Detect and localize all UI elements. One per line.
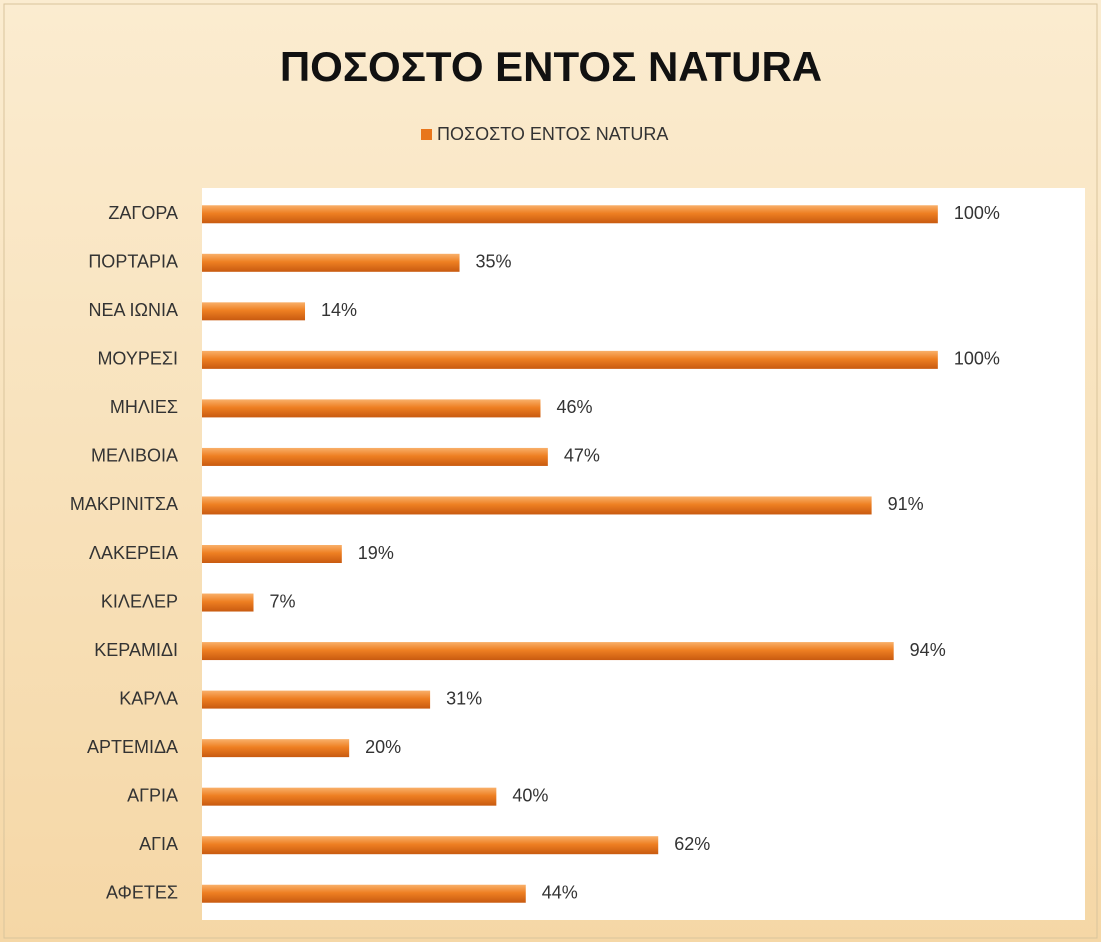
y-tick-label: ΚΕΡΑΜΙΔΙ [94, 640, 178, 660]
data-label: 100% [954, 349, 1000, 369]
chart-border [3, 3, 1098, 939]
y-tick-label: ΜΕΛΙΒΟΙΑ [91, 446, 178, 466]
bar [202, 253, 460, 272]
y-tick-label: ΑΓΡΙΑ [127, 785, 178, 805]
data-label: 62% [674, 834, 710, 854]
bar [202, 350, 938, 369]
data-label: 40% [512, 785, 548, 805]
bar [202, 496, 872, 515]
bar [202, 447, 548, 466]
data-label: 100% [954, 203, 1000, 223]
y-tick-label: ΑΓΙΑ [139, 834, 178, 854]
bar [202, 739, 350, 758]
bar [202, 690, 431, 709]
y-tick-label: ΠΟΡΤΑΡΙΑ [88, 252, 178, 272]
data-label: 14% [321, 300, 357, 320]
bar [202, 302, 306, 321]
y-tick-label: ΖΑΓΟΡΑ [108, 203, 178, 223]
bar [202, 545, 342, 563]
bar [202, 642, 894, 661]
y-tick-label: ΚΙΛΕΛΕΡ [101, 591, 178, 611]
bar [202, 787, 497, 806]
legend-swatch [421, 129, 432, 140]
y-tick-label: ΜΟΥΡΕΣΙ [97, 349, 178, 369]
y-tick-label: ΝΕΑ ΙΩΝΙΑ [89, 300, 178, 320]
y-tick-label: ΛΑΚΕΡΕΙΑ [89, 543, 178, 563]
bar [202, 593, 254, 612]
data-label: 91% [888, 494, 924, 514]
data-label: 19% [358, 543, 394, 563]
y-tick-label: ΑΦΕΤΕΣ [106, 882, 178, 902]
legend-label: ΠΟΣΟΣΤΟ ΕΝΤΟΣ NATURA [437, 124, 668, 144]
data-label: 20% [365, 737, 401, 757]
bar [202, 836, 659, 855]
data-label: 47% [564, 446, 600, 466]
data-label: 35% [476, 252, 512, 272]
data-label: 44% [542, 882, 578, 902]
data-label: 7% [270, 591, 296, 611]
chart-title: ΠΟΣΟΣΤΟ ΕΝΤΟΣ NATURA [280, 43, 822, 90]
y-tick-label: ΜΑΚΡΙΝΙΤΣΑ [70, 494, 178, 514]
y-tick-label: ΚΑΡΛΑ [119, 688, 178, 708]
data-label: 94% [910, 640, 946, 660]
bar [202, 884, 526, 903]
y-tick-label: ΑΡΤΕΜΙΔΑ [87, 737, 178, 757]
data-label: 31% [446, 688, 482, 708]
y-tick-label: ΜΗΛΙΕΣ [110, 397, 178, 417]
bar [202, 205, 938, 224]
bar [202, 399, 541, 418]
data-label: 46% [556, 397, 592, 417]
